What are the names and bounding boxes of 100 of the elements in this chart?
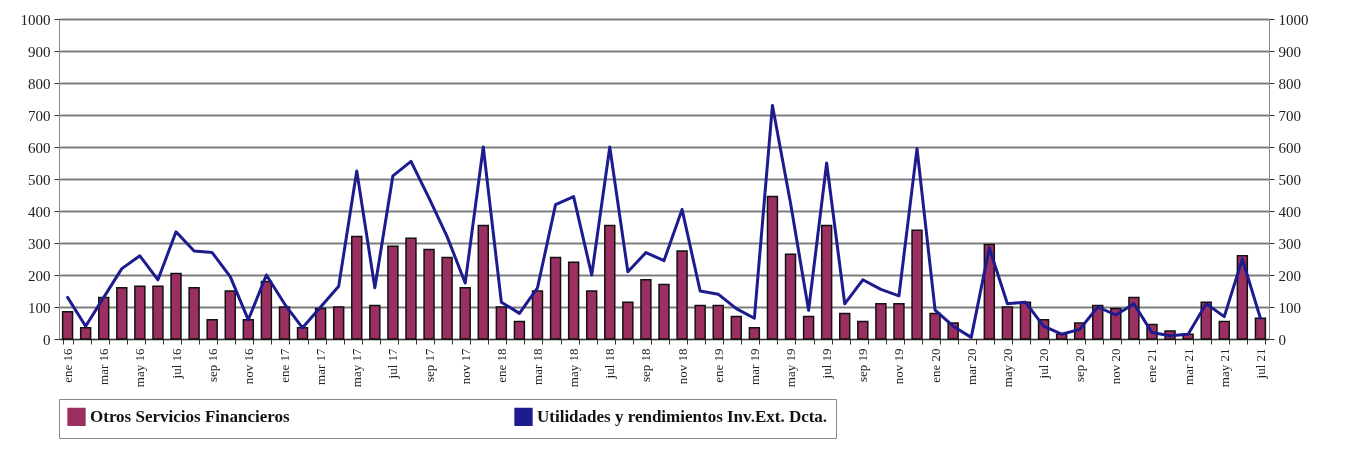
y2-tick-label: 800	[1278, 75, 1301, 92]
x-tick-label: jul 20	[1036, 348, 1052, 380]
x-tick-label: ene 19	[710, 348, 726, 383]
bar	[929, 312, 941, 340]
y-tick-label: 100	[28, 299, 51, 316]
x-tick-label: jul 19	[819, 348, 835, 380]
bar	[387, 245, 399, 340]
bar	[658, 283, 670, 340]
y-tick-label: 700	[28, 107, 51, 124]
bar	[676, 250, 688, 340]
x-tick-label: ene 17	[276, 348, 292, 383]
bar	[477, 224, 489, 340]
y-tick-label: 300	[28, 235, 51, 252]
bar	[134, 285, 146, 340]
y-tick-label: 200	[28, 267, 51, 284]
y2-tick-label: 200	[1278, 267, 1301, 284]
bar	[405, 237, 417, 340]
bar	[260, 280, 273, 340]
bar	[224, 290, 236, 340]
x-tick-label: nov 16	[240, 348, 256, 385]
x-tick-label: mar 20	[963, 348, 979, 385]
bar	[875, 303, 887, 340]
x-tick-label: ene 21	[1144, 348, 1160, 383]
y2-tick-label: 700	[1278, 107, 1301, 124]
x-tick-label: nov 19	[891, 348, 907, 385]
x-tick-label: sep 16	[204, 348, 220, 383]
y-tick-label: 0	[43, 331, 51, 348]
x-tick-label: ene 16	[60, 348, 76, 383]
bar	[1001, 306, 1014, 340]
bar	[893, 303, 905, 340]
x-tick-label: may 21	[1216, 348, 1232, 388]
bar	[513, 320, 526, 340]
y-tick-label: 600	[28, 139, 51, 156]
x-tick-label: jul 17	[385, 348, 401, 380]
line-series	[66, 103, 1262, 339]
bar	[296, 327, 309, 340]
y2-tick-label: 400	[1278, 203, 1301, 220]
bar	[314, 307, 327, 340]
y-tick-label: 900	[28, 43, 51, 60]
bar	[911, 229, 923, 340]
bar	[152, 285, 164, 340]
bar	[839, 312, 851, 340]
bar	[857, 320, 869, 340]
bar	[604, 224, 616, 340]
bar	[802, 315, 815, 340]
x-tick-label: nov 20	[1108, 348, 1124, 385]
y2-tick-label: 1000	[1278, 11, 1309, 28]
bar	[206, 319, 218, 340]
y2-tick-label: 600	[1278, 139, 1301, 156]
bar	[712, 304, 724, 340]
y2-tick-label: 900	[1278, 43, 1301, 60]
x-tick-label: sep 18	[638, 348, 654, 383]
bar	[459, 287, 471, 340]
x-tick-label: sep 17	[421, 348, 437, 383]
bar	[1254, 317, 1267, 340]
bar	[188, 287, 200, 340]
bar	[1218, 320, 1230, 340]
bar	[369, 304, 381, 340]
y-tick-label: 800	[28, 75, 51, 92]
x-tick-label: mar 19	[746, 348, 762, 385]
x-tick-label: jul 18	[602, 348, 618, 380]
bar	[820, 224, 833, 340]
y2-tick-label: 0	[1278, 331, 1286, 348]
x-tick-label: jul 16	[168, 348, 184, 380]
bar	[351, 235, 363, 340]
bar	[116, 287, 128, 340]
x-tick-label: mar 18	[529, 348, 545, 385]
x-tick-label: may 18	[566, 348, 582, 388]
x-tick-label: mar 21	[1180, 348, 1196, 385]
x-tick-label: nov 18	[674, 348, 690, 385]
x-tick-label: may 20	[999, 348, 1015, 388]
bar	[640, 279, 652, 340]
bar	[549, 256, 562, 340]
x-tick-label: may 17	[349, 348, 365, 388]
x-tick-label: may 16	[132, 348, 148, 388]
x-tick-label: sep 19	[855, 348, 871, 383]
bar	[531, 290, 544, 340]
bar	[79, 327, 92, 340]
x-tick-label: ene 20	[927, 348, 943, 383]
bar	[170, 272, 182, 340]
bar	[61, 311, 74, 340]
y-tick-label: 500	[28, 171, 51, 188]
x-tick-label: may 19	[783, 348, 799, 388]
x-tick-label: mar 17	[313, 348, 329, 385]
bar	[423, 248, 435, 340]
legend-label: Otros Servicios Financieros	[90, 406, 290, 426]
bar	[278, 306, 291, 340]
bar	[441, 256, 453, 340]
bar	[332, 306, 345, 340]
bar	[622, 301, 634, 340]
bar	[495, 306, 508, 340]
x-tick-label: mar 16	[96, 348, 112, 385]
bar	[585, 290, 598, 340]
bar	[694, 304, 706, 340]
x-tick-label: ene 18	[493, 348, 509, 383]
y2-tick-label: 500	[1278, 171, 1301, 188]
bar	[567, 261, 580, 340]
bar	[766, 195, 779, 340]
x-tick-label: sep 20	[1072, 348, 1088, 383]
x-tick-label: nov 17	[457, 348, 473, 385]
